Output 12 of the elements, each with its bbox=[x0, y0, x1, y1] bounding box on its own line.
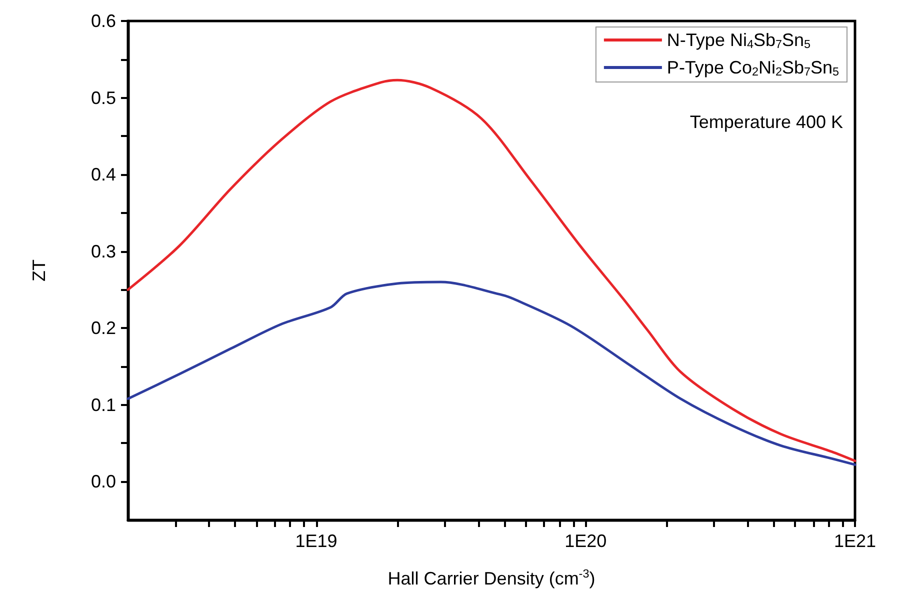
y-tick-label: 0.3 bbox=[90, 241, 116, 262]
y-tick-label: 0.6 bbox=[90, 11, 116, 31]
y-tick-label: 0.4 bbox=[90, 164, 116, 185]
y-axis-title: ZT bbox=[29, 260, 49, 282]
annotation: Temperature 400 K bbox=[690, 112, 844, 132]
x-tick-label: 1E20 bbox=[564, 531, 607, 551]
x-tick-label: 1E19 bbox=[295, 531, 338, 551]
y-tick-label: 0.2 bbox=[90, 318, 116, 338]
y-tick-label: 0.1 bbox=[90, 394, 116, 415]
y-tick-label: 0.0 bbox=[90, 472, 116, 492]
y-tick-label: 0.5 bbox=[90, 88, 116, 108]
x-tick-label: 1E21 bbox=[834, 531, 876, 551]
